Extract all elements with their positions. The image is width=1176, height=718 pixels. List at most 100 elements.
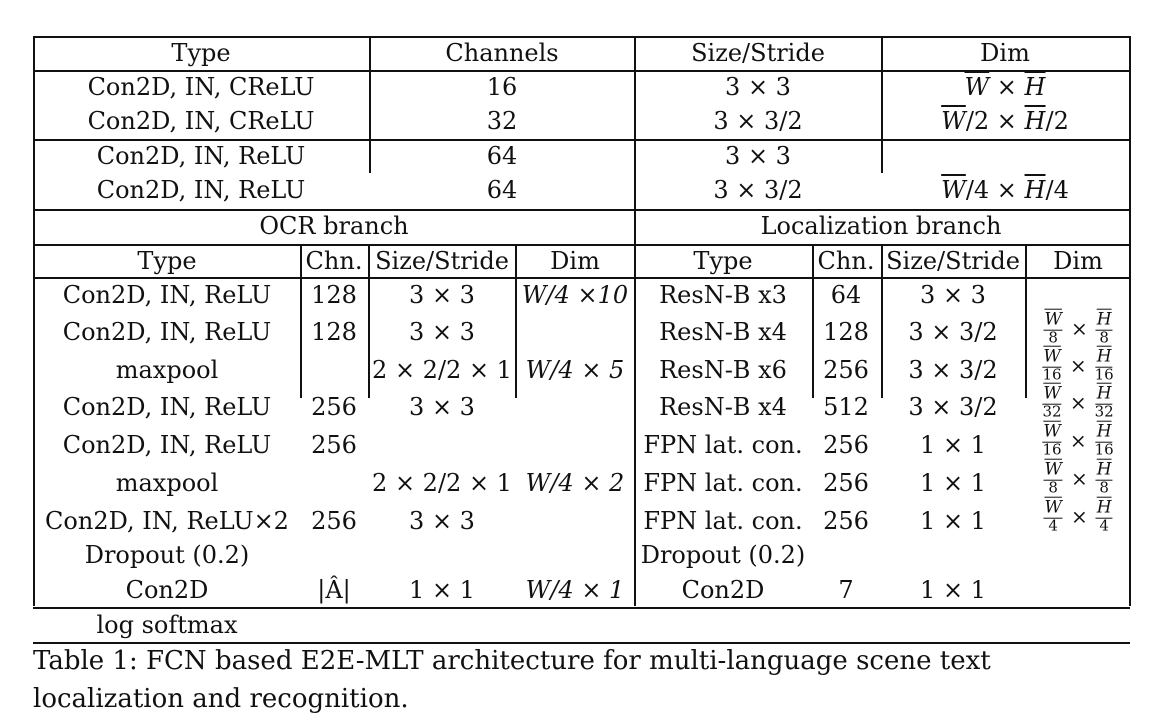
times-sign: × <box>1069 354 1087 378</box>
dim-part: W <box>941 176 966 204</box>
fraction-numerator: W <box>1043 461 1063 481</box>
ocr-type-cell: Con2D <box>125 576 209 604</box>
top-type-cell: Con2D, IN, ReLU <box>96 142 306 170</box>
top-type-cell: Con2D, IN, ReLU <box>96 176 306 204</box>
times-sign: × <box>1070 317 1088 341</box>
dim-part: H <box>1024 107 1046 135</box>
loc-dim-cell: W 16 × H 16 <box>1042 423 1114 459</box>
top-size-cell: 3 × 3/2 <box>713 107 803 135</box>
loc-size-cell: 3 × 3 <box>920 281 986 309</box>
top-size-cell: 3 × 3 <box>725 142 791 170</box>
top-dim-cell: W/2 × H/2 <box>941 109 1069 133</box>
ocr-type-cell: Dropout (0.2) <box>84 541 250 569</box>
ocr-type-cell: Con2D, IN, ReLU <box>62 281 272 309</box>
loc-dim-cell: W 8 × H 8 <box>1043 309 1113 347</box>
fraction: W 32 <box>1042 385 1062 421</box>
ocr-type-cell: maxpool <box>115 469 219 497</box>
fraction: H 32 <box>1094 383 1114 421</box>
ocr-subheader-cell: Dim <box>550 247 600 275</box>
times-sign: × <box>1069 391 1087 415</box>
ocr-size-cell: 2 × 2/2 × 1 <box>372 469 512 497</box>
column-rule <box>881 36 883 173</box>
fraction-denominator: 4 <box>1048 516 1058 535</box>
ocr-type-cell: Con2D, IN, ReLU <box>62 318 272 346</box>
column-rule <box>634 36 636 606</box>
fraction-numerator: H <box>1095 459 1113 481</box>
fraction: W 16 <box>1042 423 1062 459</box>
table-rule <box>33 36 1130 38</box>
ocr-size-cell: 3 × 3 <box>409 507 475 535</box>
loc-type-cell: FPN lat. con. <box>643 507 803 535</box>
ocr-chn-cell: 128 <box>311 281 357 309</box>
fraction-denominator: 8 <box>1099 478 1109 497</box>
fraction-denominator: 8 <box>1048 328 1058 347</box>
ocr-size-cell: 3 × 3 <box>409 318 475 346</box>
fraction-numerator: W <box>1043 309 1063 331</box>
fraction-denominator: 32 <box>1094 402 1114 421</box>
loc-size-cell: 1 × 1 <box>920 576 986 604</box>
numerator-text: W <box>1044 309 1062 330</box>
fraction-denominator: 16 <box>1042 440 1062 459</box>
loc-dim-cell: W 16 × H 16 <box>1042 348 1114 384</box>
fraction-numerator: W <box>1042 385 1062 405</box>
column-rule <box>812 244 814 398</box>
loc-size-cell: 3 × 3/2 <box>908 393 998 421</box>
times-sign: × <box>1069 429 1087 453</box>
table-rule <box>33 70 1130 72</box>
top-dim-cell: W × H <box>965 75 1046 99</box>
top-channels-cell: 16 <box>486 73 518 101</box>
column-rule <box>515 244 517 398</box>
top-header-cell: Dim <box>980 39 1030 67</box>
column-rule <box>369 36 371 173</box>
table-rule <box>33 209 1130 211</box>
dim-part: /4 × <box>965 176 1025 204</box>
loc-size-cell: 3 × 3/2 <box>908 318 998 346</box>
numerator-text: H <box>1096 459 1112 480</box>
localization-branch-header: Localization branch <box>760 212 1002 240</box>
fraction-denominator: 16 <box>1094 365 1114 384</box>
loc-subheader-cell: Dim <box>1053 247 1103 275</box>
table-caption: Table 1: FCN based E2E-MLT architecture … <box>33 646 991 714</box>
dim-part: /2 × <box>965 107 1025 135</box>
fraction-numerator: H <box>1095 423 1113 443</box>
top-header-cell: Size/Stride <box>691 39 825 67</box>
loc-type-cell: FPN lat. con. <box>643 469 803 497</box>
loc-chn-cell: 256 <box>823 431 869 459</box>
fraction-denominator: 8 <box>1099 328 1109 347</box>
numerator-text: H <box>1096 497 1112 518</box>
ocr-size-cell: 3 × 3 <box>409 393 475 421</box>
top-dim-cell: W/4 × H/4 <box>941 178 1069 202</box>
loc-chn-cell: 64 <box>830 281 862 309</box>
numerator-text: H <box>1096 383 1112 404</box>
top-type-cell: Con2D, IN, CReLU <box>87 73 315 101</box>
ocr-type-cell: log softmax <box>96 611 238 639</box>
loc-type-cell: FPN lat. con. <box>643 431 803 459</box>
table-rule <box>33 607 1130 609</box>
ocr-dim-cell: W/4 × 1 <box>525 576 625 604</box>
top-type-cell: Con2D, IN, CReLU <box>87 107 315 135</box>
fraction-numerator: W <box>1043 499 1063 519</box>
loc-type-cell: ResN-B x6 <box>659 356 787 384</box>
ocr-dim-cell: W/4 × 5 <box>525 356 625 384</box>
loc-subheader-cell: Chn. <box>817 247 875 275</box>
loc-chn-cell: 512 <box>823 393 869 421</box>
top-header-cell: Channels <box>445 39 559 67</box>
loc-type-cell: Dropout (0.2) <box>640 541 806 569</box>
loc-chn-cell: 256 <box>823 469 869 497</box>
fraction-denominator: 4 <box>1099 516 1109 535</box>
loc-chn-cell: 256 <box>823 507 869 535</box>
ocr-subheader-cell: Size/Stride <box>375 247 509 275</box>
loc-chn-cell: 128 <box>823 318 869 346</box>
dim-part: W <box>941 107 966 135</box>
times-sign: × <box>1070 467 1088 491</box>
ocr-chn-cell: 256 <box>311 507 357 535</box>
column-rule <box>33 36 35 606</box>
table-rule <box>33 139 1130 141</box>
ocr-size-cell: 2 × 2/2 × 1 <box>372 356 512 384</box>
column-rule <box>881 244 883 398</box>
